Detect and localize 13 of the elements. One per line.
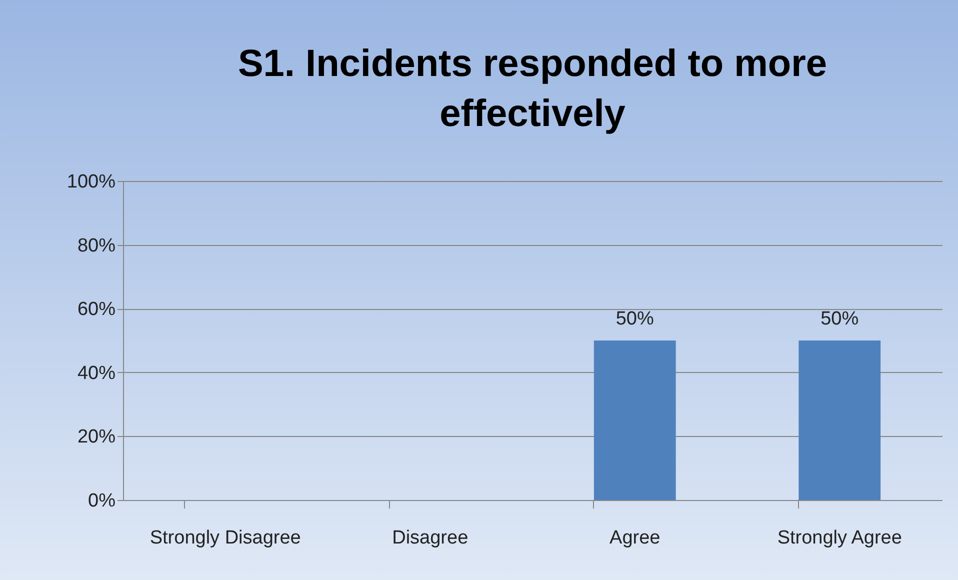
y-tick-label: 100% (66, 172, 116, 192)
x-tick-label: Agree (610, 528, 660, 548)
data-label: 50% (616, 308, 654, 330)
x-tick-label: Disagree (392, 528, 468, 548)
x-tick-label: Strongly Agree (777, 528, 902, 548)
chart-title: S1. Incidents responded to more effectively (238, 43, 828, 135)
y-tick-label: 80% (77, 235, 116, 256)
y-tick-label: 0% (88, 490, 116, 512)
data-label: 50% (820, 308, 859, 330)
x-tick-label: Strongly Disagree (150, 528, 301, 548)
y-tick-label: 60% (77, 299, 116, 320)
y-tick-label: 40% (77, 362, 116, 384)
y-tick-label: 20% (77, 426, 116, 448)
